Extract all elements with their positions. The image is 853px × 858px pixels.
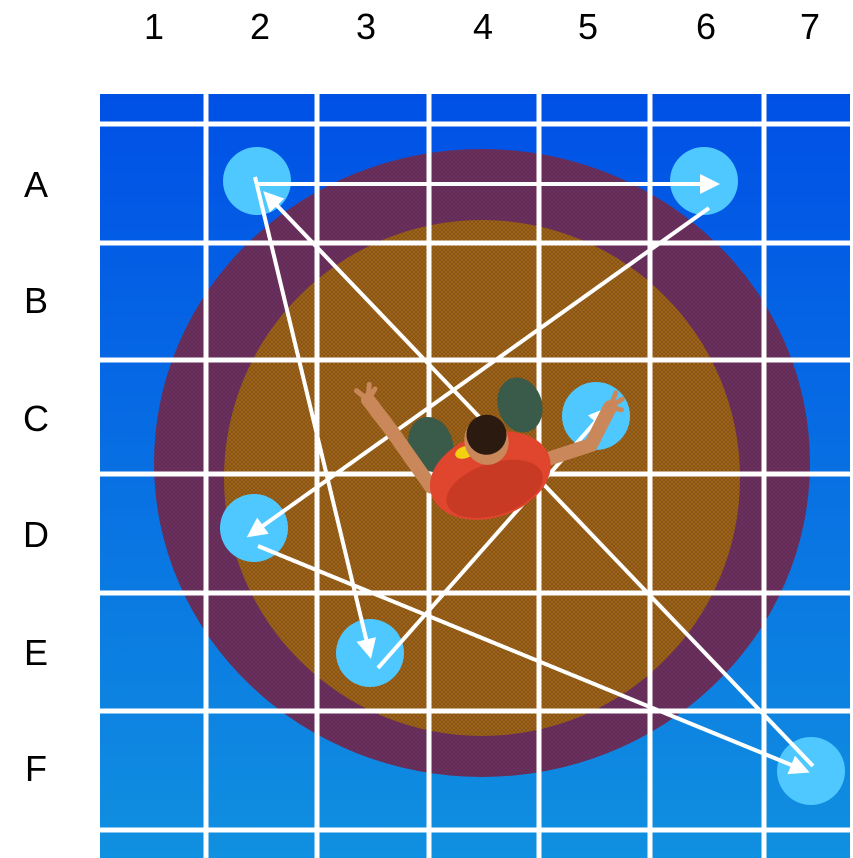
row-label-b: B (23, 280, 48, 321)
person-top-view (354, 377, 625, 520)
column-label-5: 5 (577, 6, 599, 47)
column-label-3: 3 (355, 6, 377, 47)
person-leg-right (497, 377, 543, 433)
grid-lines (100, 94, 850, 858)
column-label-1: 1 (143, 6, 165, 47)
row-label-e: E (23, 632, 48, 673)
target-a6 (670, 147, 738, 215)
arrow-d2-to-f7 (257, 544, 810, 775)
person-hair (466, 414, 507, 455)
person-arm-right (534, 400, 618, 469)
target-d2 (220, 494, 288, 562)
row-label-f: F (25, 748, 47, 789)
column-label-7: 7 (799, 6, 821, 47)
row-label-c: C (23, 398, 49, 439)
column-label-4: 4 (472, 6, 494, 47)
row-label-a: A (23, 164, 48, 205)
person-arm-left (360, 392, 438, 494)
target-f7 (777, 737, 845, 805)
row-label-d: D (23, 514, 49, 555)
column-label-2: 2 (249, 6, 271, 47)
arrow-a2-to-e3 (253, 176, 376, 659)
column-label-6: 6 (695, 6, 717, 47)
